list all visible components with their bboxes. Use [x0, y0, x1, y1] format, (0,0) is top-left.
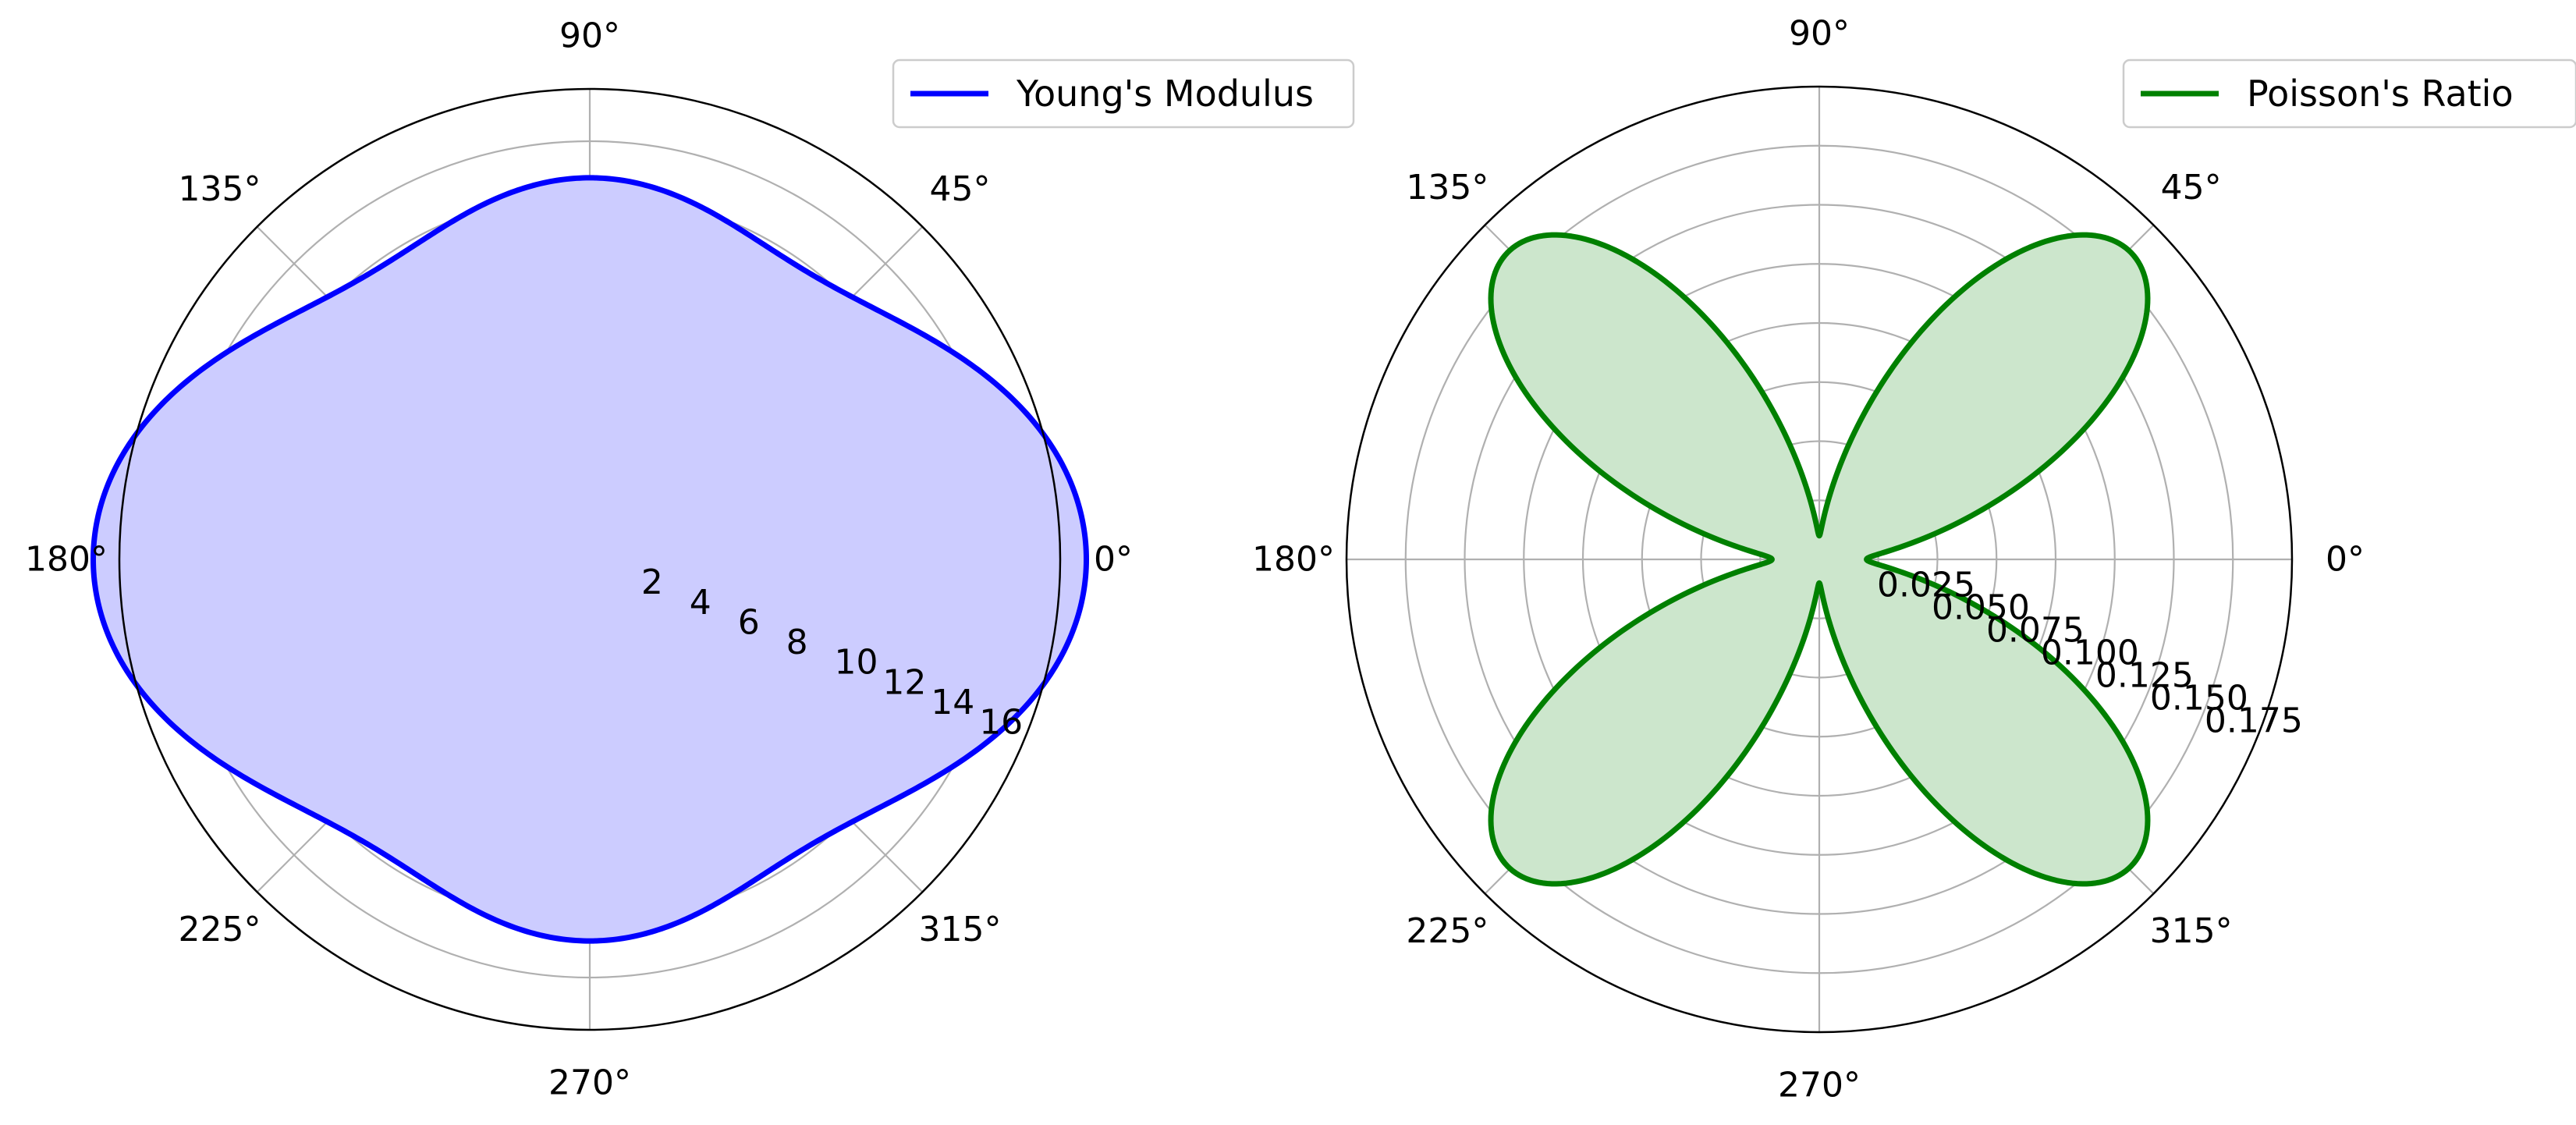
radial-tick-label: 12 — [882, 662, 926, 702]
radial-tick-label: 8 — [786, 623, 808, 662]
radial-tick-label: 6 — [738, 602, 760, 642]
angle-tick-label: 315° — [2150, 911, 2233, 951]
radial-tick-label: 0.075 — [1986, 610, 2085, 650]
series-fill-youngs-modulus — [93, 177, 1087, 942]
angle-tick-label: 90° — [1789, 14, 1850, 54]
radial-tick-label: 0.050 — [1932, 587, 2030, 627]
radial-tick-label: 14 — [931, 683, 974, 722]
angle-tick-label: 180° — [25, 540, 108, 580]
angle-tick-label: 225° — [1406, 911, 1488, 951]
angle-tick-label: 270° — [1778, 1066, 1861, 1105]
angle-tick-label: 45° — [2161, 168, 2222, 208]
radial-tick-label: 0.175 — [2205, 701, 2303, 740]
angle-tick-label: 270° — [548, 1063, 631, 1103]
legend: Young's Modulus — [892, 59, 1355, 129]
angle-tick-label: 135° — [1406, 168, 1488, 208]
angle-tick-label: 0° — [1094, 540, 1133, 580]
legend: Poisson's Ratio — [2122, 59, 2576, 129]
angle-tick-labels: 0° 45° 90° 135° 180° 225° 270° 315° — [25, 16, 1133, 1103]
legend-box — [892, 59, 1355, 129]
radial-tick-label: 0.125 — [2095, 655, 2194, 695]
angle-tick-label: 135° — [179, 169, 261, 209]
angle-tick-label: 0° — [2326, 540, 2365, 580]
legend-label-poissons-ratio: Poisson's Ratio — [2247, 73, 2514, 115]
angle-tick-label: 225° — [179, 910, 261, 949]
radial-tick-label: 0.150 — [2150, 678, 2248, 718]
angle-tick-label: 180° — [1252, 540, 1335, 580]
polar-outer-circle — [1345, 85, 2294, 1034]
radial-tick-label: 2 — [641, 562, 663, 602]
polar-outer-circle — [118, 87, 1062, 1031]
radial-tick-label: 0.025 — [1877, 565, 1975, 605]
polar-chart-youngs-modulus: 0°45°90°135°180°225°270°315° 24681012141… — [25, 16, 1355, 1103]
series-line-poissons-ratio — [1488, 232, 2151, 887]
legend-box — [2122, 59, 2576, 129]
angle-tick-label: 315° — [918, 910, 1001, 949]
angle-tick-labels: 0° 45° 90° 135° 180° 225° 270° 315° — [1252, 14, 2365, 1105]
radial-tick-label: 0.100 — [2041, 633, 2139, 673]
radial-tick-label: 10 — [834, 643, 878, 683]
radial-tick-label: 16 — [979, 703, 1023, 743]
angle-tick-label: 45° — [929, 169, 990, 209]
polar-chart-poissons-ratio: 0°45°90°135°180°225°270°315° 0.0250.0500… — [1252, 14, 2576, 1105]
legend-label-youngs-modulus: Young's Modulus — [1016, 73, 1314, 115]
series-line-youngs-modulus — [90, 175, 1089, 944]
radial-tick-label: 4 — [690, 583, 711, 623]
angle-tick-label: 90° — [559, 16, 620, 56]
series-fill-poissons-ratio — [1491, 235, 2148, 884]
